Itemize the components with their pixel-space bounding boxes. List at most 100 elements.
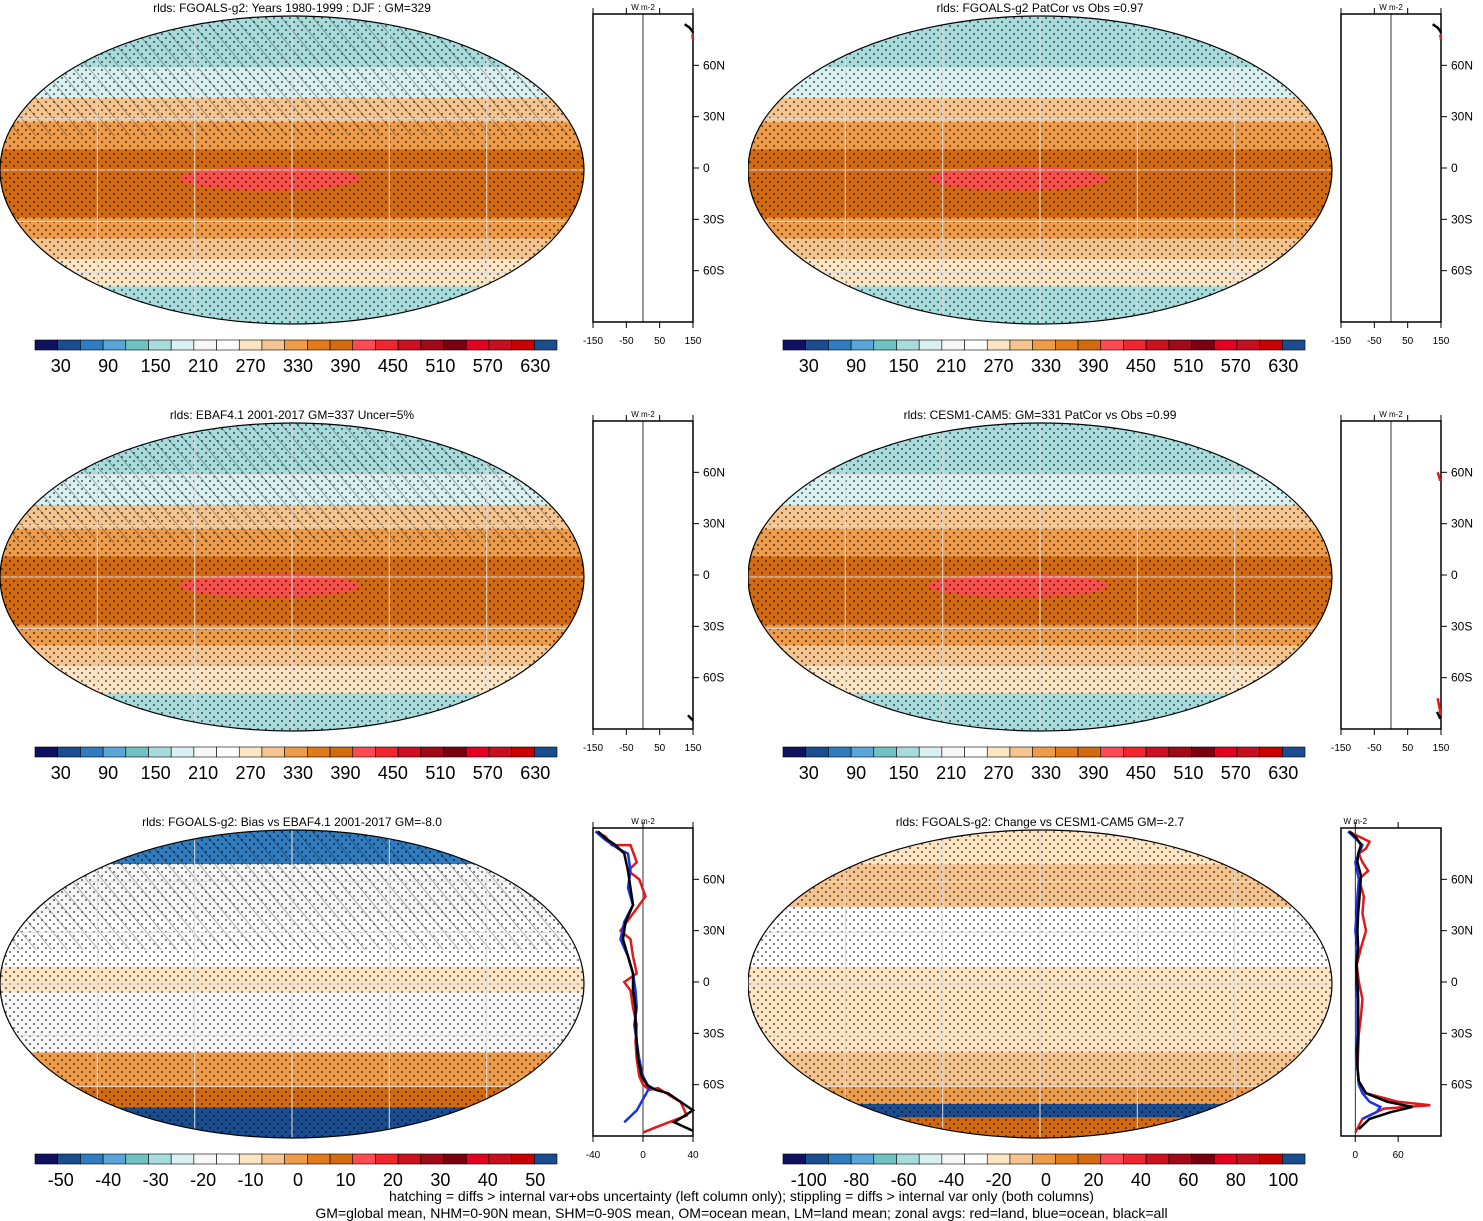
colorbar-swatch xyxy=(850,339,875,351)
colorbar-swatch xyxy=(511,1153,535,1165)
colorbar-swatch xyxy=(397,746,422,758)
colorbar-swatch xyxy=(57,339,81,351)
lat-tick-label: 30S xyxy=(1451,212,1472,226)
colorbar-swatch xyxy=(216,1153,240,1165)
colorbar-label: 570 xyxy=(1221,356,1251,376)
zonal-xtick-label: 150 xyxy=(685,336,702,347)
colorbar-swatch xyxy=(1191,1153,1215,1165)
lat-tick-label: 60S xyxy=(1451,1078,1472,1092)
colorbar-swatch xyxy=(443,1153,467,1165)
colorbar-swatch xyxy=(782,1153,806,1165)
panel-svg: 30 90 150 210 270 330 390 450 510 570 630 W m-2 -150… xyxy=(0,410,725,783)
colorbar-label: 570 xyxy=(473,356,503,376)
zonal-series-line xyxy=(1439,34,1443,40)
colorbar-swatch xyxy=(534,339,558,351)
colorbar-swatch xyxy=(534,1153,558,1165)
colorbar-label: 390 xyxy=(1078,356,1108,376)
colorbar-swatch xyxy=(918,746,943,758)
colorbar-swatch xyxy=(148,1153,172,1165)
lat-tick-label: 30S xyxy=(1451,1026,1472,1040)
colorbar-swatch xyxy=(782,746,806,758)
colorbar-swatch xyxy=(148,746,172,758)
colorbar-label: 270 xyxy=(236,763,266,783)
colorbar-swatch xyxy=(828,1153,852,1165)
colorbar-swatch xyxy=(964,746,988,758)
zonal-xtick-label: 60 xyxy=(1393,1150,1405,1161)
colorbar-swatch xyxy=(1100,746,1124,758)
colorbar-label: 450 xyxy=(378,763,408,783)
panel-svg: 30 90 150 210 270 330 390 450 510 570 630 W m-2 -150… xyxy=(748,3,1473,376)
colorbar-label: -20 xyxy=(986,1170,1012,1190)
lat-tick-label: 60S xyxy=(703,264,724,278)
colorbar-swatch xyxy=(850,1153,875,1165)
colorbar-swatch xyxy=(805,339,829,351)
colorbar-swatch xyxy=(488,339,512,351)
colorbar-label: 90 xyxy=(98,763,118,783)
colorbar-swatch xyxy=(941,339,965,351)
colorbar-swatch xyxy=(420,339,444,351)
colorbar-swatch xyxy=(170,339,195,351)
panel-4: rlds: CESM1-CAM5: GM=331 PatCor vs Obs =… xyxy=(748,407,1483,812)
colorbar-swatch xyxy=(1282,746,1306,758)
colorbar-swatch xyxy=(352,339,376,351)
panel-3: rlds: EBAF4.1 2001-2017 GM=337 Uncer=5% 3… xyxy=(0,407,740,812)
zonal-units: W m-2 xyxy=(631,817,655,826)
panel-title: rlds: FGOALS-g2: Bias vs EBAF4.1 2001-20… xyxy=(142,815,442,829)
colorbar-label: 210 xyxy=(188,763,218,783)
panel-title: rlds: FGOALS-g2 PatCor vs Obs =0.97 xyxy=(936,1,1144,15)
colorbar-swatch xyxy=(782,339,806,351)
zonal-xtick-label: 0 xyxy=(640,1150,646,1161)
colorbar-swatch xyxy=(307,339,331,351)
colorbar-swatch xyxy=(261,1153,285,1165)
colorbar-swatch xyxy=(125,746,149,758)
footer-line-1: hatching = diffs > internal var+obs unce… xyxy=(389,1188,1094,1204)
panel-title: rlds: EBAF4.1 2001-2017 GM=337 Uncer=5% xyxy=(169,408,415,422)
colorbar-swatch xyxy=(284,746,308,758)
zonal-series-line xyxy=(687,714,694,722)
colorbar-swatch xyxy=(805,1153,829,1165)
colorbar-swatch xyxy=(1100,1153,1124,1165)
colorbar-swatch xyxy=(1009,746,1033,758)
colorbar-swatch xyxy=(1213,339,1238,351)
colorbar-swatch xyxy=(261,339,285,351)
colorbar-label: 30 xyxy=(799,356,819,376)
colorbar-label: 100 xyxy=(1268,1170,1298,1190)
colorbar-swatch xyxy=(375,339,399,351)
colorbar-swatch xyxy=(193,339,217,351)
lat-tick-label: 60N xyxy=(1451,58,1473,72)
colorbar-swatch xyxy=(329,746,354,758)
colorbar-label: 90 xyxy=(846,763,866,783)
colorbar-swatch xyxy=(375,1153,399,1165)
colorbar-label: 150 xyxy=(141,356,171,376)
colorbar-swatch xyxy=(170,1153,195,1165)
lat-tick-label: 30S xyxy=(703,619,724,633)
panel-title: rlds: CESM1-CAM5: GM=331 PatCor vs Obs =… xyxy=(903,408,1177,422)
colorbar-swatch xyxy=(805,746,829,758)
map-outline xyxy=(0,15,585,325)
colorbar-swatch xyxy=(1145,339,1170,351)
colorbar-label: 330 xyxy=(1031,356,1061,376)
colorbar-label: 510 xyxy=(425,763,455,783)
zonal-units: W m-2 xyxy=(631,410,655,419)
lat-tick-label: 30N xyxy=(703,924,725,938)
colorbar-swatch xyxy=(34,746,58,758)
colorbar-swatch xyxy=(941,746,965,758)
zonal-xtick-label: 150 xyxy=(1433,743,1450,754)
colorbar-label: 80 xyxy=(1226,1170,1246,1190)
colorbar-label: 450 xyxy=(1126,356,1156,376)
colorbar-swatch xyxy=(102,746,127,758)
colorbar-swatch xyxy=(511,339,535,351)
lat-tick-label: 60N xyxy=(703,465,725,479)
colorbar-label: -40 xyxy=(95,1170,121,1190)
panel-svg: 30 90 150 210 270 330 390 450 510 570 630 W m-2 -150… xyxy=(0,3,725,376)
zonal-units: W m-2 xyxy=(631,3,655,12)
colorbar-swatch xyxy=(238,746,263,758)
colorbar-label: 330 xyxy=(1031,763,1061,783)
zonal-xtick-label: -150 xyxy=(583,743,603,754)
colorbar-swatch xyxy=(102,1153,127,1165)
lat-tick-label: 30N xyxy=(703,110,725,124)
colorbar-swatch xyxy=(850,746,875,758)
lat-tick-label: 30S xyxy=(703,1026,724,1040)
colorbar-swatch xyxy=(465,746,490,758)
colorbar-swatch xyxy=(57,746,81,758)
